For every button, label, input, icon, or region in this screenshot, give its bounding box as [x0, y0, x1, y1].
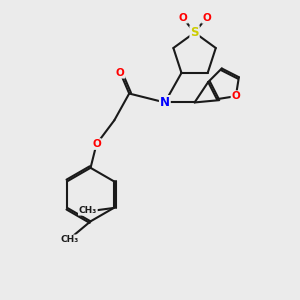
Text: O: O: [232, 91, 240, 101]
Text: O: O: [178, 13, 187, 23]
Text: S: S: [190, 26, 199, 39]
Text: O: O: [202, 13, 211, 23]
Text: O: O: [116, 68, 125, 78]
Text: N: N: [160, 96, 170, 109]
Text: CH₃: CH₃: [79, 206, 97, 215]
Text: CH₃: CH₃: [61, 235, 79, 244]
Text: O: O: [92, 139, 101, 149]
